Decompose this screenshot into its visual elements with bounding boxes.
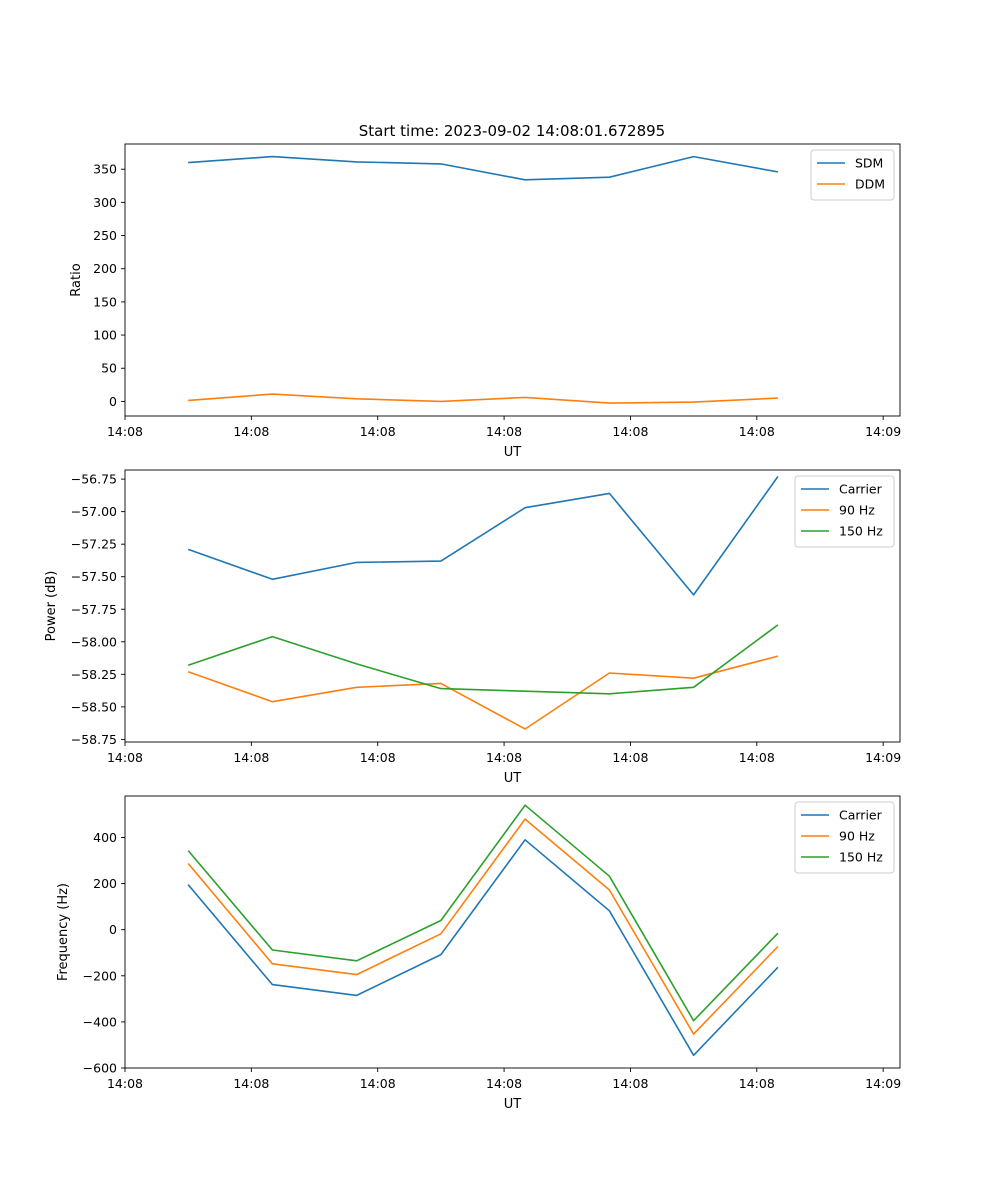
- y-tick-label: −58.50: [71, 699, 117, 714]
- x-tick-label: 14:09: [865, 424, 901, 439]
- series-line-carrier: [187, 838, 779, 1057]
- x-axis-label: UT: [504, 1097, 522, 1112]
- x-tick-label: 14:08: [612, 424, 648, 439]
- y-tick-label: −200: [83, 968, 117, 983]
- x-tick-label: 14:08: [233, 1076, 269, 1091]
- x-tick-label: 14:08: [486, 750, 522, 765]
- x-tick-label: 14:08: [107, 750, 143, 765]
- series-line-90-hz: [187, 655, 779, 730]
- y-axis-label: Frequency (Hz): [56, 883, 71, 981]
- legend-label: 90 Hz: [839, 503, 875, 518]
- y-tick-label: −400: [83, 1014, 117, 1029]
- y-tick-label: −57.25: [71, 537, 117, 552]
- y-tick-label: 200: [93, 261, 117, 276]
- y-tick-label: 300: [93, 195, 117, 210]
- legend-label: SDM: [855, 156, 883, 171]
- axes-frame: [124, 795, 901, 1069]
- series-line-ddm: [188, 393, 778, 404]
- charts: 0 50 100 150 200 250 300 350 14:08 14:08 14:08 14:0…: [44, 143, 901, 1112]
- y-axis-label: Ratio: [69, 263, 84, 296]
- y-tick-label: 0: [109, 922, 117, 937]
- x-tick-label: 14:08: [107, 424, 143, 439]
- y-tick-label: −58.00: [71, 634, 117, 649]
- x-tick-label: 14:08: [612, 750, 648, 765]
- y-tick-label: 250: [93, 228, 117, 243]
- legend-label: 150 Hz: [839, 850, 883, 865]
- legend-label: 90 Hz: [839, 829, 875, 844]
- y-tick-label: −57.00: [71, 504, 117, 519]
- legend-label: 150 Hz: [839, 524, 883, 539]
- chart-panel-1: 0 50 100 150 200 250 300 350 14:08 14:08 14:08 14:0…: [69, 143, 901, 460]
- series-line-90-hz: [187, 818, 779, 1035]
- y-tick-label: 400: [93, 830, 117, 845]
- y-tick-label: 0: [109, 394, 117, 409]
- y-tick-label: 200: [93, 876, 117, 891]
- series-line-150-hz: [187, 804, 779, 1022]
- y-tick-label: −600: [83, 1061, 117, 1076]
- x-tick-label: 14:08: [739, 750, 775, 765]
- axes-frame: [124, 143, 901, 417]
- chart-title: Start time: 2023-09-02 14:08:01.672895: [359, 122, 665, 140]
- series-line-150-hz: [187, 624, 779, 695]
- x-tick-label: 14:08: [739, 424, 775, 439]
- legend-box: [794, 801, 895, 874]
- y-tick-label: −56.75: [71, 472, 117, 487]
- legend-box: [794, 475, 895, 548]
- x-tick-label: 14:09: [865, 750, 901, 765]
- x-tick-label: 14:09: [865, 1076, 901, 1091]
- x-tick-label: 14:08: [612, 1076, 648, 1091]
- series-line-carrier: [187, 476, 779, 596]
- x-tick-label: 14:08: [739, 1076, 775, 1091]
- y-tick-label: 50: [101, 361, 117, 376]
- x-tick-label: 14:08: [360, 424, 396, 439]
- x-tick-label: 14:08: [486, 1076, 522, 1091]
- x-tick-label: 14:08: [107, 1076, 143, 1091]
- y-tick-label: −57.50: [71, 569, 117, 584]
- x-tick-label: 14:08: [233, 424, 269, 439]
- chart-panel-3: −600 −400 −200 0 200 400 14:08 14:08 14:08 14:08 1…: [56, 795, 901, 1112]
- x-axis-label: UT: [504, 771, 522, 786]
- axes-frame: [124, 469, 901, 743]
- x-tick-label: 14:08: [360, 1076, 396, 1091]
- x-tick-label: 14:08: [233, 750, 269, 765]
- series-line-sdm: [188, 155, 779, 181]
- chart-panel-2: −58.75 −58.50 −58.25 −58.00 −57.75 −57.50 −57.…: [44, 469, 901, 786]
- x-tick-label: 14:08: [486, 424, 522, 439]
- x-axis-label: UT: [504, 445, 522, 460]
- x-tick-label: 14:08: [360, 750, 396, 765]
- y-tick-label: 350: [93, 162, 117, 177]
- legend-label: Carrier: [839, 808, 883, 823]
- y-tick-label: −58.25: [71, 667, 117, 682]
- y-axis-label: Power (dB): [44, 571, 59, 642]
- y-tick-label: 150: [93, 294, 117, 309]
- legend-label: DDM: [855, 177, 885, 192]
- y-tick-label: 100: [93, 328, 117, 343]
- y-tick-label: −58.75: [71, 732, 117, 747]
- y-tick-label: −57.75: [71, 602, 117, 617]
- legend-label: Carrier: [839, 482, 883, 497]
